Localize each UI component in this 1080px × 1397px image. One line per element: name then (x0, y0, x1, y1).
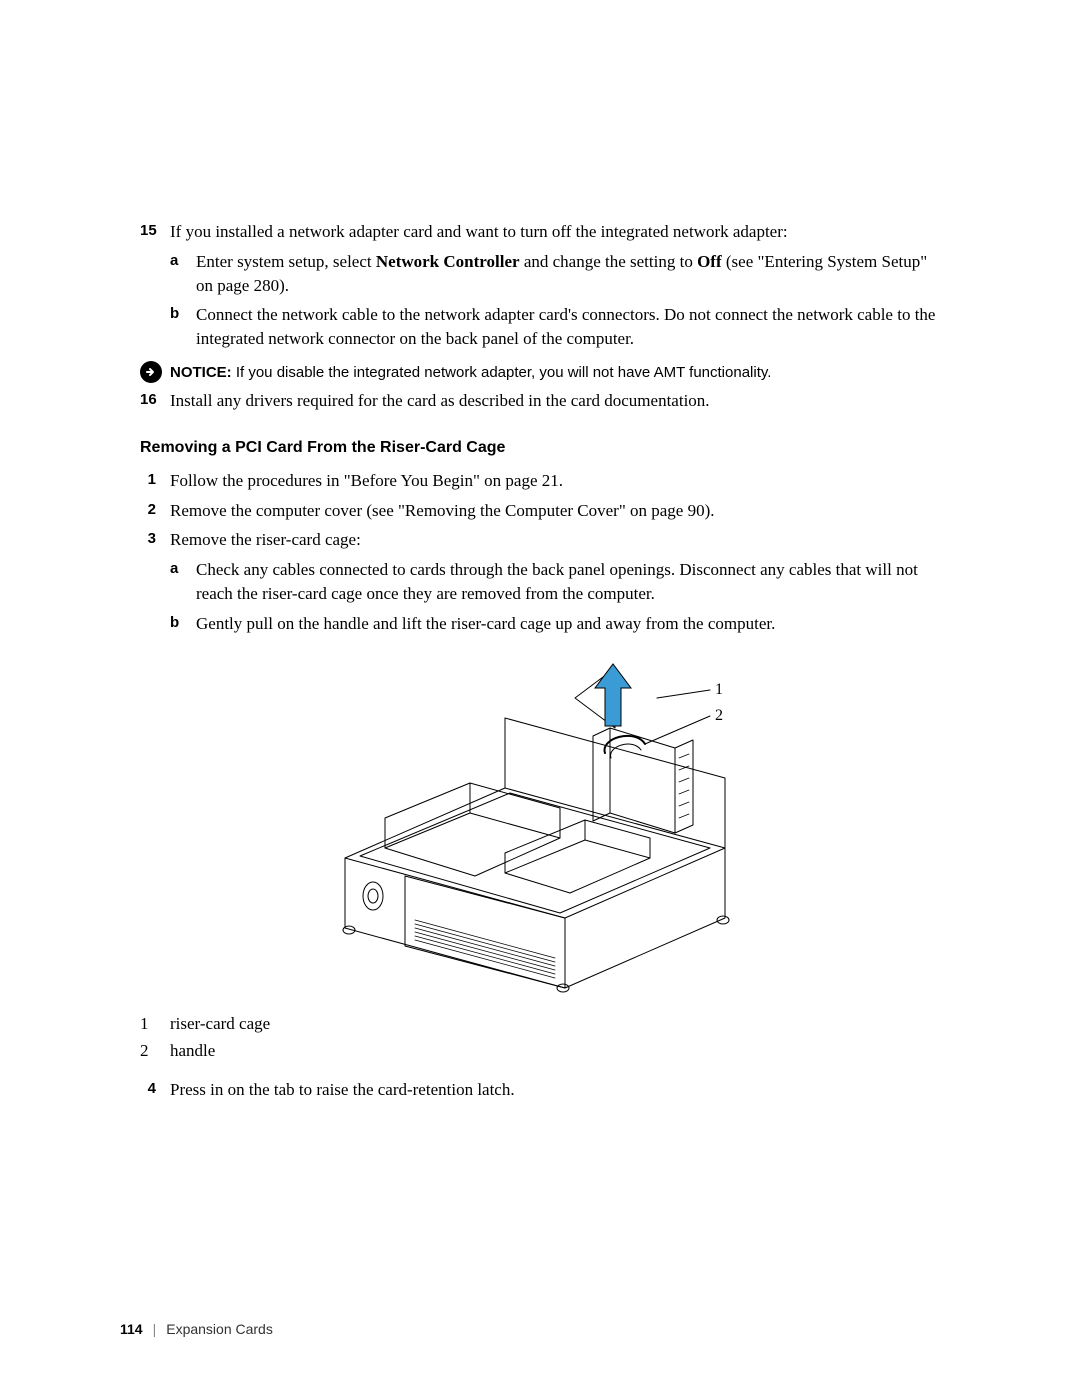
sub-text: Enter system setup, select Network Contr… (196, 250, 940, 298)
step-number: 3 (140, 528, 170, 552)
callout-1: 1 (715, 681, 723, 698)
step-text: Install any drivers required for the car… (170, 389, 940, 413)
sub-letter: b (170, 612, 196, 636)
notice-body: If you disable the integrated network ad… (232, 364, 772, 381)
callout-2: 2 (715, 707, 723, 724)
notice-arrow-icon (140, 361, 162, 383)
legend-row: 1 riser-card cage (140, 1010, 940, 1037)
step-number: 16 (140, 389, 170, 413)
page-footer: 114 | Expansion Cards (120, 1321, 273, 1337)
step-3b: b Gently pull on the handle and lift the… (170, 612, 940, 636)
sub-text: Gently pull on the handle and lift the r… (196, 612, 940, 636)
legend-label: riser-card cage (170, 1010, 270, 1037)
step-number: 4 (140, 1078, 170, 1102)
step-text: Remove the riser-card cage: (170, 528, 940, 552)
step-3a: a Check any cables connected to cards th… (170, 558, 940, 606)
step-number: 15 (140, 220, 170, 244)
step-text: Remove the computer cover (see "Removing… (170, 499, 940, 523)
notice-text: NOTICE: If you disable the integrated ne… (170, 361, 771, 383)
step-4: 4 Press in on the tab to raise the card-… (140, 1078, 940, 1102)
step-16: 16 Install any drivers required for the … (140, 389, 940, 413)
sub-text: Connect the network cable to the network… (196, 303, 940, 351)
notice-label: NOTICE: (170, 364, 232, 381)
figure-legend: 1 riser-card cage 2 handle (140, 1010, 940, 1064)
computer-diagram: 1 2 (305, 658, 775, 998)
step-15: 15 If you installed a network adapter ca… (140, 220, 940, 244)
legend-row: 2 handle (140, 1037, 940, 1064)
legend-num: 2 (140, 1037, 170, 1064)
notice: NOTICE: If you disable the integrated ne… (140, 361, 940, 383)
step-1: 1 Follow the procedures in "Before You B… (140, 469, 940, 493)
footer-section-title: Expansion Cards (166, 1321, 273, 1337)
figure: 1 2 (140, 658, 940, 998)
step-number: 1 (140, 469, 170, 493)
sub-text: Check any cables connected to cards thro… (196, 558, 940, 606)
step-number: 2 (140, 499, 170, 523)
legend-label: handle (170, 1037, 215, 1064)
step-2: 2 Remove the computer cover (see "Removi… (140, 499, 940, 523)
step-text: If you installed a network adapter card … (170, 220, 940, 244)
section-heading: Removing a PCI Card From the Riser-Card … (140, 439, 940, 457)
footer-page-number: 114 (120, 1321, 143, 1337)
step-text: Press in on the tab to raise the card-re… (170, 1078, 940, 1102)
legend-num: 1 (140, 1010, 170, 1037)
step-15b: b Connect the network cable to the netwo… (170, 303, 940, 351)
sub-letter: a (170, 250, 196, 298)
step-text: Follow the procedures in "Before You Beg… (170, 469, 940, 493)
sub-letter: a (170, 558, 196, 606)
footer-separator: | (153, 1321, 157, 1337)
sub-letter: b (170, 303, 196, 351)
step-15a: a Enter system setup, select Network Con… (170, 250, 940, 298)
step-3: 3 Remove the riser-card cage: (140, 528, 940, 552)
page-content: 15 If you installed a network adapter ca… (140, 220, 940, 1108)
